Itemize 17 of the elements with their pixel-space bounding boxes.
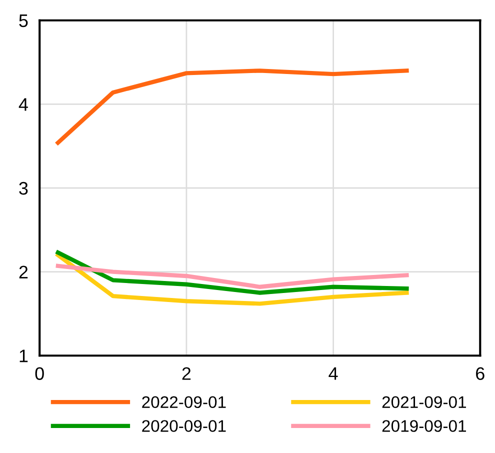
legend-label: 2022-09-01 bbox=[142, 396, 226, 408]
x-tick-label: 0 bbox=[35, 367, 44, 380]
y-tick-label: 2 bbox=[19, 266, 28, 278]
line-series bbox=[56, 68, 409, 145]
y-tick-label: 5 bbox=[19, 14, 28, 28]
y-tick-label: 3 bbox=[19, 182, 28, 195]
legend-label: 2020-09-01 bbox=[142, 420, 226, 432]
x-tick-label: 6 bbox=[476, 367, 484, 380]
line-series bbox=[56, 264, 409, 289]
line-series bbox=[56, 250, 409, 295]
y-tick-label: 4 bbox=[18, 98, 28, 111]
legend-label: 2019-09-01 bbox=[382, 420, 466, 432]
x-tick-label: 4 bbox=[328, 367, 338, 380]
line-series bbox=[56, 252, 409, 306]
x-tick-label: 2 bbox=[182, 367, 191, 380]
legend-label: 2021-09-01 bbox=[382, 396, 466, 408]
y-tick-label: 1 bbox=[20, 350, 28, 362]
